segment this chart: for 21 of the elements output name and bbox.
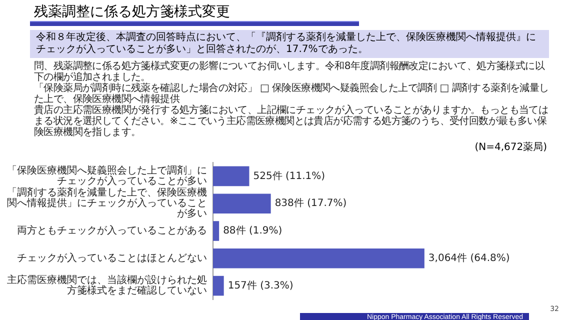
bar xyxy=(213,248,424,268)
y-tick-label: 「保険医療機関へ疑義照会した上で調剤」にチェックが入っていることが多い xyxy=(7,164,207,188)
text: 令和８年改定後、本調査の回答時点において、「『調剤する薬剤を減量した上で、保険医療機関へ情報提供』にチェックが入っていることが多い」と回答されたのが、17.7%であった。 xyxy=(30,30,549,58)
text: 問、残薬調整に係る処方箋様式変更の影響についてお伺いします。令和8年度調剤報酬改定において、処方箋様式に以下の欄が追加されました。 xyxy=(34,61,546,83)
text: 「保険薬局が調剤時に残薬を確認した場合の対応」 □ 保険医療機関へ疑義照会した上で調剤 □ 調剤する薬剤を減量した上で、保険医療機関へ情報提供 xyxy=(34,83,549,105)
data-label: 88件 (1.9%) xyxy=(223,226,282,237)
y-tick-label: チェックが入っていることはほとんどない xyxy=(17,252,207,264)
bar xyxy=(213,166,250,186)
y-tick-label: 両方ともチェックが入っていることがある xyxy=(17,224,207,237)
data-label: 838件 (17.7%) xyxy=(274,198,347,210)
data-label: 3,064件 (64.8%) xyxy=(428,252,510,264)
bar xyxy=(213,194,271,214)
data-label: 157件 (3.3%) xyxy=(228,280,294,292)
y-tick-label: 「調剤する薬剤を減量した上で、保険医療機関へ情報提供」にチェックが入っていることが多い xyxy=(7,186,207,220)
text: (N=4,672薬局) xyxy=(474,140,547,154)
y-tick-label: 主応需医療機関では、当該欄が設けられた処方箋様式をまだ確認していない xyxy=(7,274,207,297)
bar xyxy=(213,221,220,241)
bar xyxy=(213,276,224,296)
chart-title: 残薬調整に係る処方箋様式変更 xyxy=(34,3,231,21)
data-label: 525件 (11.1%) xyxy=(253,170,326,182)
text: 貴店の主応需医療機関が発行する処方箋において、上記欄にチェックが入っていることがありますか。もっとも当てはまる状況を選択してください。※ここでいう主応需医療機関とは貴店が応需する処方箋のうち、受付回数が最も多い保険医療機関を指します。 xyxy=(34,105,549,138)
